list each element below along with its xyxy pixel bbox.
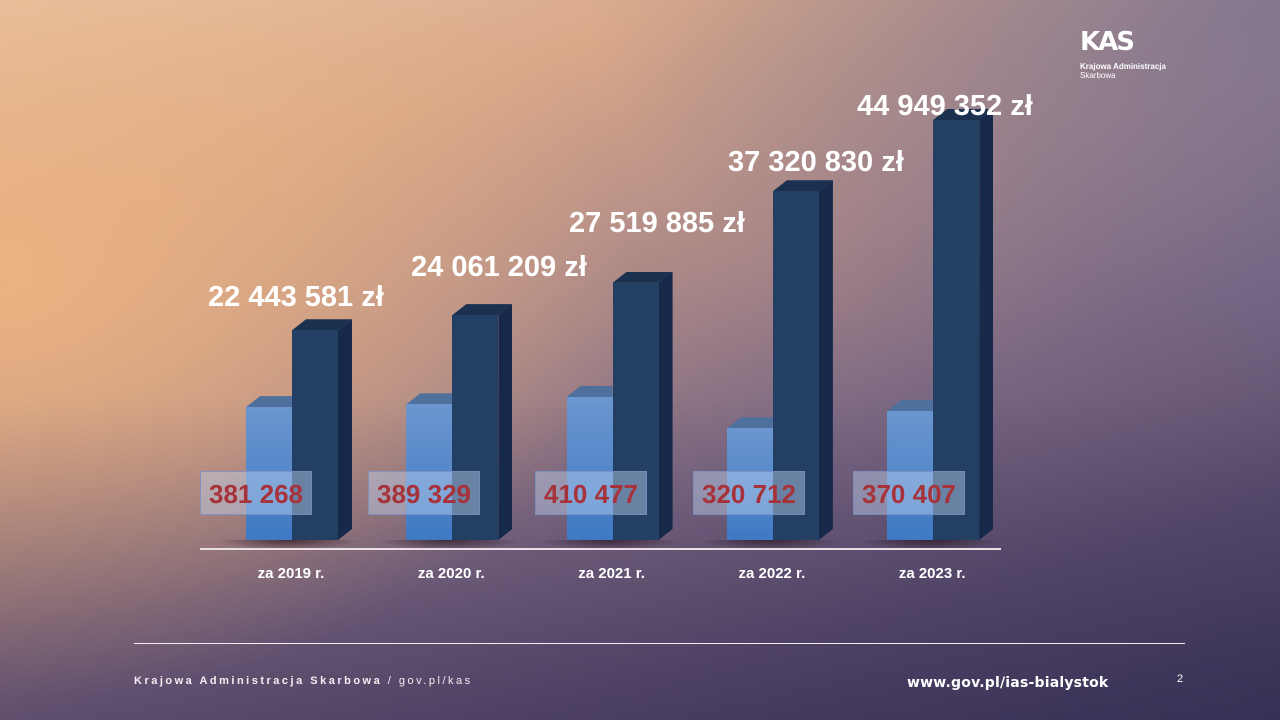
x-axis-label: za 2023 r. <box>898 565 966 582</box>
logo-mark: KAS <box>1080 27 1135 57</box>
amount-bar-top <box>772 180 833 192</box>
footer-separator: / <box>387 675 394 687</box>
count-label: 381 268 <box>200 471 312 515</box>
footer-divider <box>134 643 1185 644</box>
amount-label: 44 949 352 zł <box>857 90 1033 122</box>
count-bar <box>887 410 934 540</box>
count-bar <box>246 407 292 540</box>
count-label: 370 407 <box>853 471 965 515</box>
x-axis-label: za 2019 r. <box>257 565 325 582</box>
count-bar-top <box>887 399 934 411</box>
background-tint <box>580 0 1280 400</box>
count-bar <box>566 397 613 540</box>
footer-org-name: Krajowa Administracja Skarbowa <box>134 675 383 687</box>
amount-bar-side <box>498 304 512 540</box>
kas-logo: KAS Krajowa Administracja Skarbowa <box>1080 28 1166 80</box>
x-axis-label: za 2022 r. <box>738 565 806 582</box>
amount-label: 24 061 209 zł <box>411 251 587 283</box>
x-axis-label: za 2021 r. <box>578 565 645 582</box>
amount-bar-top <box>452 304 513 316</box>
amount-bar-side <box>819 180 833 540</box>
bar-shadow <box>857 540 1004 550</box>
count-label: 389 329 <box>368 471 480 515</box>
footer-site: gov.pl/kas <box>398 675 473 687</box>
count-label: 410 477 <box>535 471 647 515</box>
amount-label: 27 519 885 zł <box>569 207 745 239</box>
count-bar-top <box>566 386 613 397</box>
amount-bar <box>612 282 659 540</box>
count-bar <box>726 428 773 540</box>
amount-label: 37 320 830 zł <box>728 146 904 178</box>
logo-text-line2: Skarbowa <box>1080 71 1116 80</box>
amount-label: 22 443 581 zł <box>208 281 384 313</box>
page-number: 2 <box>1177 673 1184 685</box>
amount-bar-side <box>979 109 993 540</box>
count-bar-top <box>726 417 773 429</box>
amount-bar-top <box>612 271 673 283</box>
count-bar-top <box>406 393 453 405</box>
bar-shadow <box>696 540 843 550</box>
count-bar-top <box>246 396 292 408</box>
amount-bar-top <box>292 319 352 331</box>
footer-org: Krajowa Administracja Skarbowa / gov.pl/… <box>134 675 473 687</box>
count-label: 320 712 <box>693 471 805 515</box>
footer-url: www.gov.pl/ias-bialystok <box>907 675 1109 691</box>
bar-shadow <box>376 540 523 550</box>
amount-bar <box>933 120 980 540</box>
count-bar <box>406 404 453 540</box>
bar-shadow <box>216 540 362 550</box>
logo-text-line1: Krajowa Administracja <box>1080 62 1166 71</box>
amount-bar-side <box>659 272 673 540</box>
amount-bar-top <box>933 109 994 120</box>
amount-bar <box>292 330 338 540</box>
amount-bar <box>772 191 819 540</box>
bar-shadow <box>536 540 683 550</box>
amount-bar-side <box>338 319 352 540</box>
x-axis-line <box>200 548 1001 550</box>
x-axis-label: za 2020 r. <box>417 565 485 582</box>
amount-bar <box>452 315 499 540</box>
